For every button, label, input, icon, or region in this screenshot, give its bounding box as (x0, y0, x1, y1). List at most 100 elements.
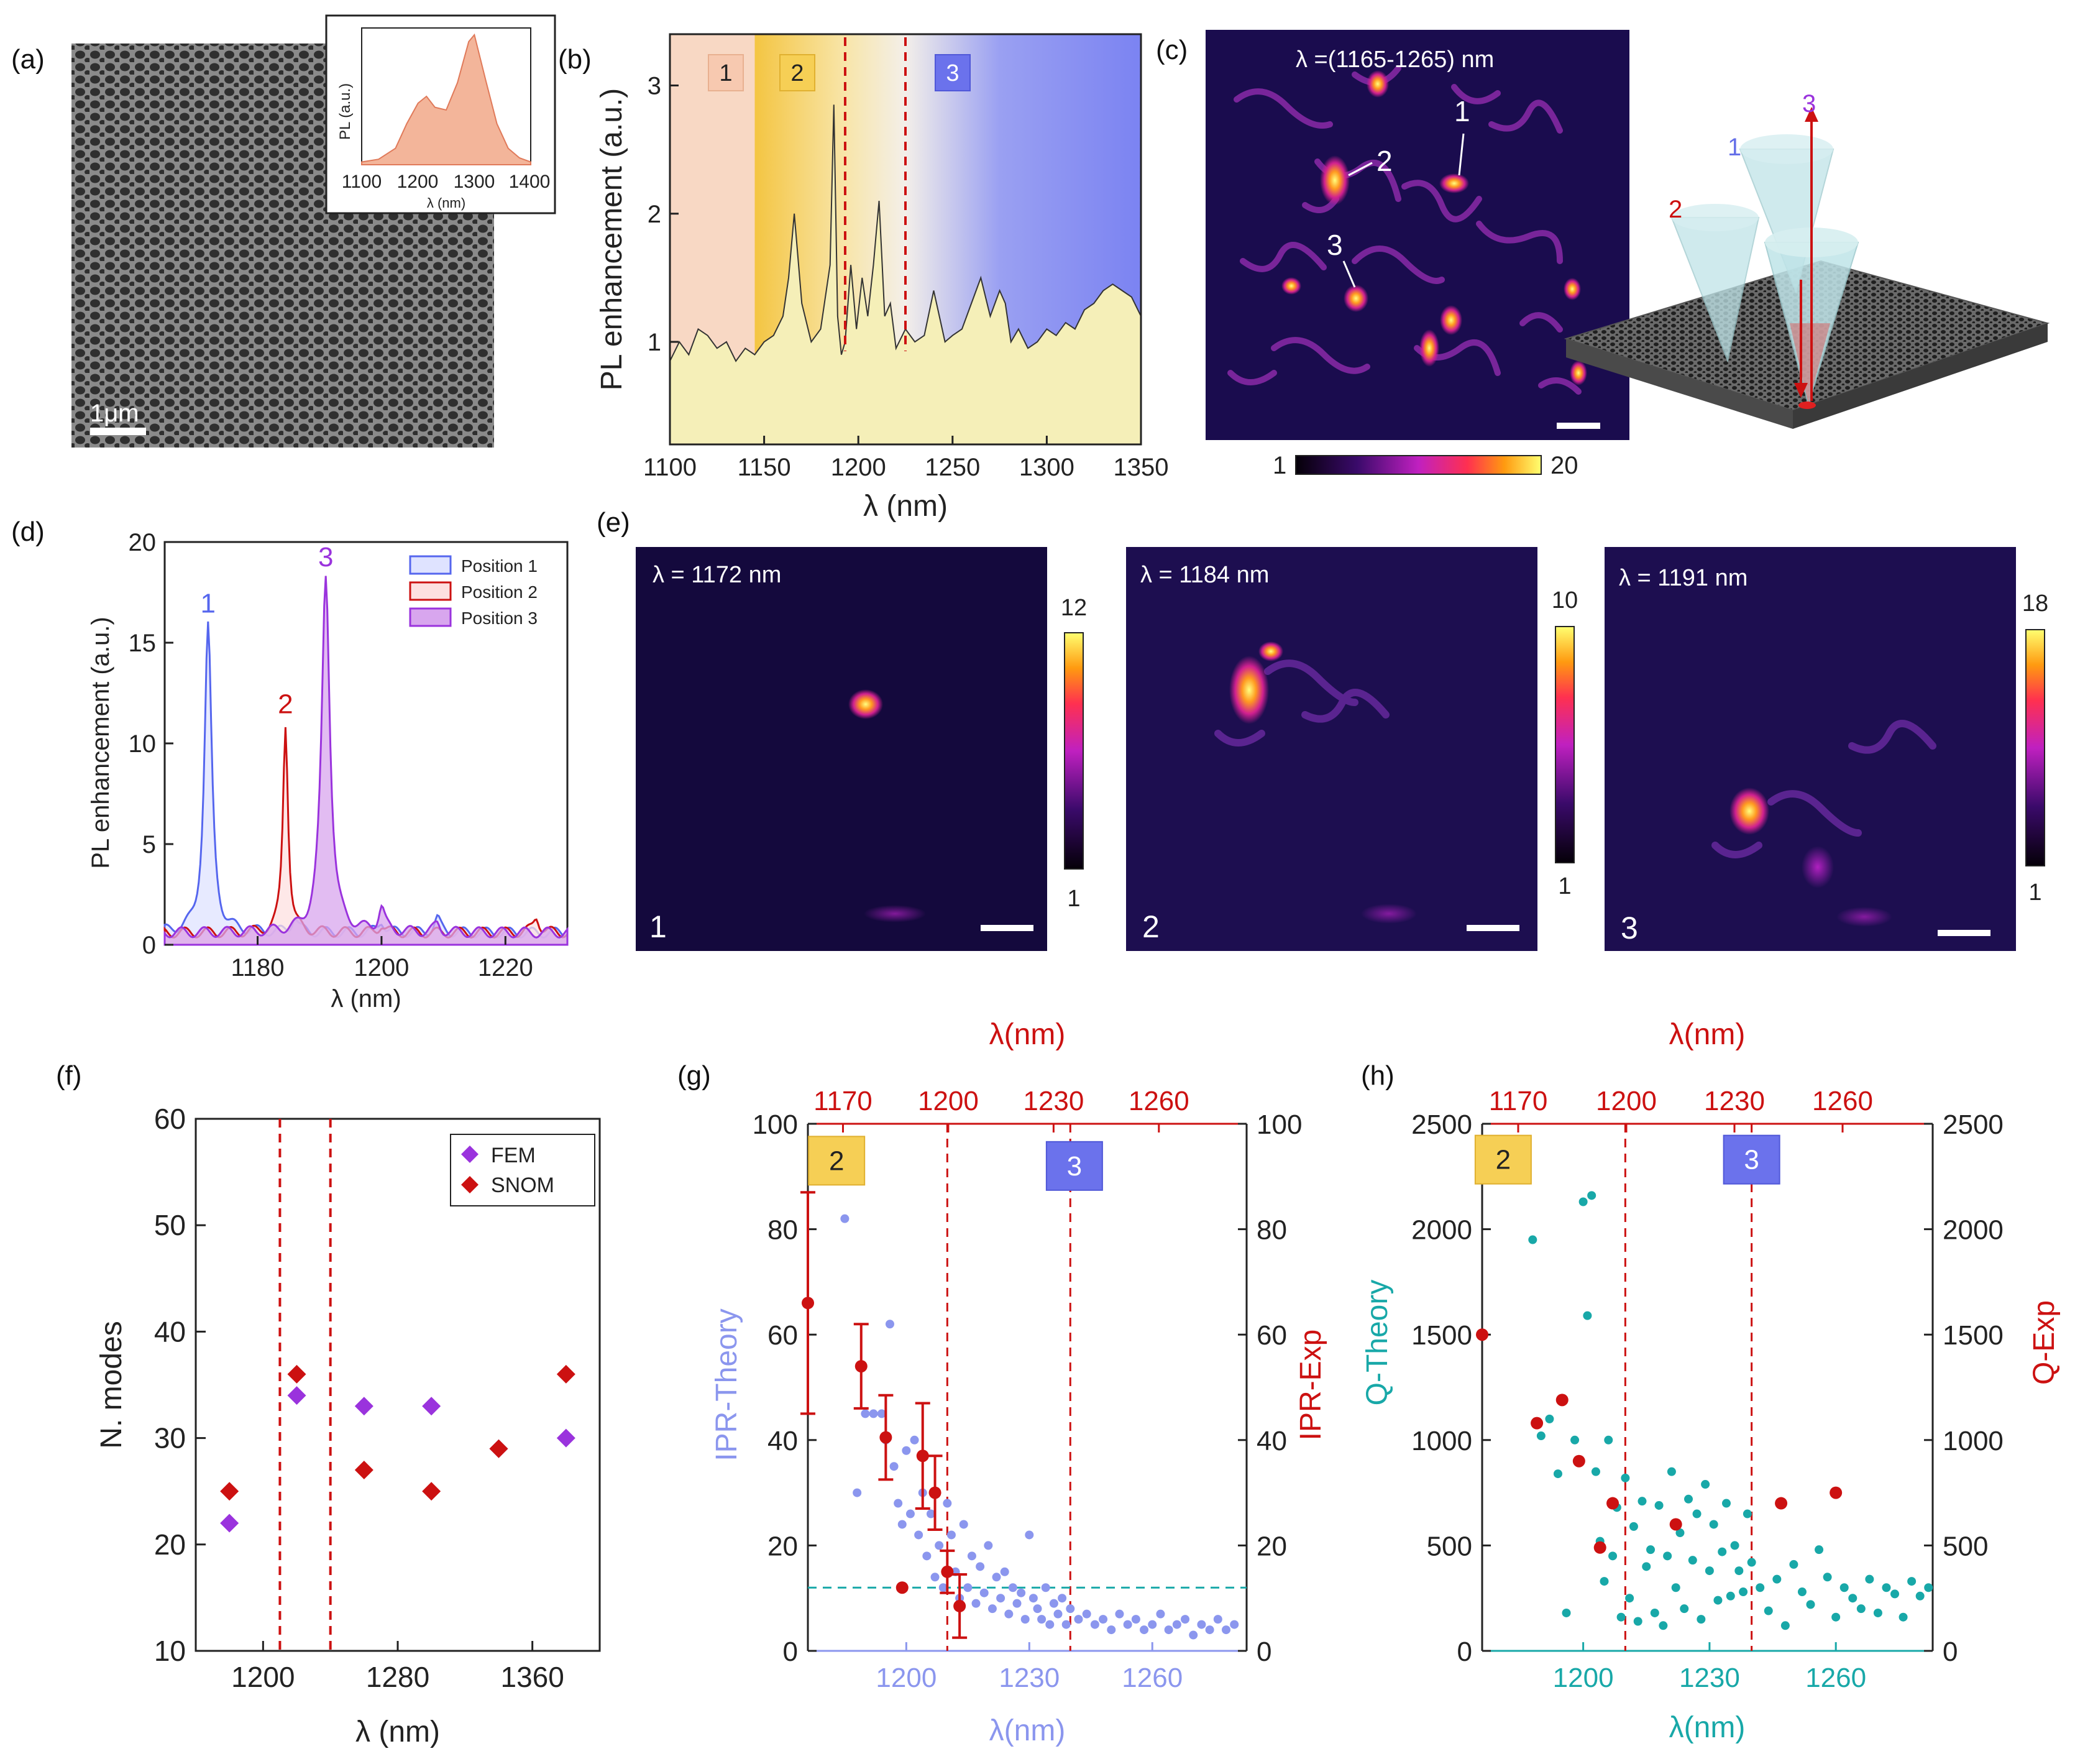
h-theory-point (1924, 1583, 1933, 1592)
pl-inset: PL (a.u.) 1100 1200 1300 1400 λ (nm) (325, 14, 556, 214)
chart-g: 1200 1230 1260 1170 1200 1230 1260 0 0 20 20 40 40 60… (710, 1018, 1327, 1747)
g-right-ytick-label: 20 (1257, 1531, 1287, 1561)
panel-label-b: (b) (558, 44, 592, 75)
h-theory-point (1772, 1574, 1782, 1584)
g-theory-point (996, 1594, 1005, 1603)
h-theory-point (1899, 1612, 1908, 1622)
f-legend-label-fem: FEM (491, 1144, 536, 1167)
g-right-ytick-label: 100 (1257, 1109, 1302, 1140)
g-ylabel-right: IPR-Exp (1294, 1330, 1327, 1441)
e-map-2-scale-bar (1467, 925, 1519, 931)
d-legend-swatch-2 (409, 581, 452, 601)
b-ylabel: PL enhancement (a.u.) (595, 88, 628, 391)
d-legend: Position 1 Position 2 Position 3 (409, 555, 538, 628)
g-ytick-label: 0 (783, 1637, 798, 1667)
f-snom-point (220, 1482, 239, 1501)
h-exp-point (1572, 1454, 1585, 1468)
h-theory-point (1890, 1589, 1900, 1599)
e-map-2-hotspot (1229, 656, 1269, 724)
h-xtick-label: 1260 (1805, 1663, 1866, 1693)
h-region-label-3: 3 (1744, 1145, 1759, 1175)
h-right-ytick-label: 2500 (1943, 1109, 2004, 1140)
h-right-ytick-label: 500 (1943, 1531, 1988, 1561)
cone-1-top (1740, 134, 1833, 164)
d-legend-swatch-3 (409, 607, 452, 627)
h-theory-point (1797, 1587, 1807, 1597)
h-theory-point (1713, 1596, 1723, 1605)
h-theory-point (1570, 1435, 1580, 1445)
g-theory-point (1205, 1625, 1214, 1635)
h-theory-point (1730, 1541, 1739, 1550)
g-theory-point (976, 1562, 985, 1571)
g-ytick-label: 100 (753, 1109, 798, 1140)
inset-ylabel: PL (a.u.) (337, 83, 354, 140)
h-ytick-label: 500 (1427, 1531, 1472, 1561)
g-exp-point (896, 1581, 909, 1594)
g-theory-point (926, 1509, 935, 1518)
h-ytick-label: 2500 (1411, 1109, 1472, 1140)
b-xtick-label: 1300 (1019, 454, 1074, 481)
h-right-ytick-label: 1000 (1943, 1426, 2004, 1456)
g-theory-point (1045, 1620, 1055, 1629)
g-theory-point (967, 1551, 976, 1561)
b-region-tag-1 (708, 54, 744, 91)
d-ytick-label: 5 (142, 831, 156, 858)
d-xtick-label: 1180 (231, 954, 285, 981)
g-right-ytick-label: 0 (1257, 1637, 1271, 1667)
f-snom-point (354, 1460, 373, 1479)
h-theory-point (1625, 1594, 1634, 1603)
b-xtick-label: 1250 (925, 454, 980, 481)
g-theory-point (930, 1573, 940, 1582)
c-hotspot (1564, 278, 1581, 300)
h-right-ytick-label: 0 (1943, 1637, 1958, 1667)
d-ytick-label: 20 (129, 529, 157, 556)
g-exp-point (802, 1297, 814, 1310)
chart-d: 1180 1200 1220 0 5 10 15 20 Position 1 Position… (87, 529, 569, 1013)
c-marker-3-arrow (1342, 260, 1356, 288)
e-map-1-index: 1 (649, 909, 667, 944)
b-xtick-label: 1100 (643, 454, 697, 481)
h-theory-point (1671, 1583, 1680, 1592)
g-top-xlabel: λ(nm) (989, 1018, 1066, 1051)
f-snom-point (556, 1364, 575, 1384)
d-ytick-label: 15 (129, 630, 157, 657)
h-ytick-label: 1500 (1411, 1320, 1472, 1351)
h-exp-point (1476, 1328, 1488, 1341)
h-theory-point (1616, 1612, 1626, 1622)
f-ytick-label: 50 (154, 1209, 186, 1241)
f-xtick-label: 1360 (500, 1661, 564, 1693)
g-theory-point (1164, 1625, 1173, 1635)
h-theory-point (1587, 1191, 1596, 1200)
e-map-1-title: λ = 1172 nm (653, 562, 781, 588)
g-theory-point (1181, 1615, 1190, 1624)
h-theory-point (1726, 1591, 1735, 1601)
g-region-tag-2 (808, 1136, 866, 1186)
d-xlabel: λ (nm) (331, 985, 401, 1013)
g-theory-point (922, 1551, 932, 1561)
h-region-tag-3 (1723, 1134, 1780, 1185)
g-xtick-label: 1200 (876, 1663, 937, 1693)
g-theory-point (885, 1320, 894, 1329)
g-exp-point (916, 1449, 929, 1463)
h-xtick-label: 1200 (1553, 1663, 1614, 1693)
h-theory-point (1756, 1583, 1765, 1592)
e-map-1-glow (864, 905, 926, 922)
chart-h: 1200 1230 1260 1170 1200 1230 1260 0 0 500 500 1000… (1361, 1018, 2061, 1744)
g-theory-point (1037, 1615, 1047, 1624)
h-theory-point (1591, 1467, 1600, 1476)
g-theory-point (902, 1446, 911, 1455)
g-theory-point (935, 1541, 944, 1550)
h-top-xtick-label: 1230 (1704, 1086, 1765, 1116)
e-map-2-index: 2 (1142, 909, 1160, 944)
h-exp-point (1606, 1497, 1619, 1510)
e-map-2-image (1126, 547, 1537, 951)
panel-label-c: (c) (1156, 35, 1188, 65)
h-theory-point (1915, 1591, 1925, 1601)
h-xlabel: λ(nm) (1669, 1711, 1746, 1744)
h-theory-point (1739, 1587, 1748, 1597)
g-theory-point (1082, 1609, 1091, 1619)
g-theory-point (992, 1573, 1001, 1582)
f-legend: FEM SNOM (450, 1134, 595, 1206)
g-axes-frame (808, 1124, 1247, 1651)
d-peak-label-2: 2 (278, 689, 293, 719)
